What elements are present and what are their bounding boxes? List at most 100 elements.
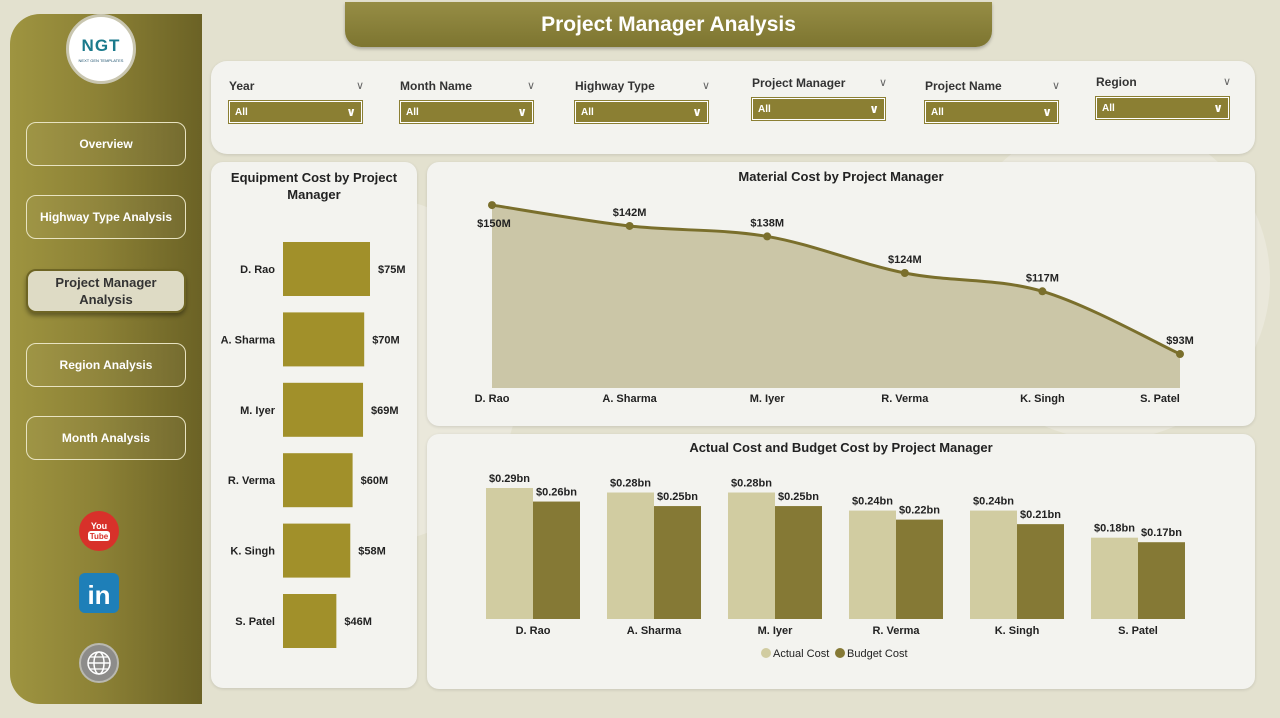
equipment-bar[interactable] (283, 453, 353, 508)
linkedin-icon[interactable]: in (78, 572, 120, 614)
data-label: $58M (358, 546, 386, 558)
chevron-down-icon[interactable]: ∨ (701, 80, 710, 92)
dropdown-value: All (1102, 102, 1115, 114)
highway-type-dropdown[interactable]: All ∨ (574, 100, 709, 124)
filter-panel: Year ∨ All ∨ Month Name ∨ All ∨ Highway … (211, 61, 1255, 154)
material-point[interactable] (763, 232, 772, 241)
category-label: M. Iyer (240, 405, 276, 417)
region-dropdown[interactable]: All ∨ (1095, 96, 1230, 120)
data-label: $0.24bn (852, 496, 893, 508)
equipment-bar[interactable] (283, 523, 351, 578)
category-label: R. Verma (228, 475, 276, 487)
filter-highway-type: Highway Type ∨ All ∨ (574, 79, 710, 124)
chevron-down-icon[interactable]: ∨ (526, 80, 535, 92)
data-label: $60M (361, 475, 389, 487)
material-point[interactable] (625, 221, 634, 230)
data-label: $0.24bn (973, 496, 1014, 508)
actual-cost-bar[interactable] (607, 492, 654, 619)
data-label: $0.22bn (899, 505, 940, 517)
budget-cost-bar[interactable] (533, 501, 580, 619)
actual-budget-panel: Actual Cost and Budget Cost by Project M… (427, 434, 1255, 689)
category-label: R. Verma (872, 625, 920, 637)
material-point[interactable] (488, 201, 496, 210)
linkedin-icon-text: in (87, 580, 110, 610)
sidebar: NGT NEXT GEN TEMPLATES Overview Highway … (10, 14, 202, 704)
data-label: $0.21bn (1020, 509, 1061, 521)
category-label: A. Sharma (602, 393, 657, 405)
material-point[interactable] (900, 269, 909, 278)
chart-title: Actual Cost and Budget Cost by Project M… (689, 440, 993, 455)
data-label: $70M (372, 334, 400, 346)
data-label: $0.29bn (489, 473, 530, 485)
youtube-icon-text-you: You (91, 521, 107, 531)
material-area (492, 205, 1180, 388)
data-label: $138M (750, 217, 784, 229)
chevron-down-icon: ∨ (1213, 101, 1223, 115)
nav-overview-button[interactable]: Overview (26, 122, 186, 166)
chevron-down-icon[interactable]: ∨ (878, 77, 887, 89)
material-point[interactable] (1038, 287, 1047, 296)
data-label: $0.25bn (778, 491, 819, 503)
category-label: K. Singh (1020, 393, 1065, 405)
year-dropdown[interactable]: All ∨ (228, 100, 363, 124)
category-label: A. Sharma (627, 625, 682, 637)
chevron-down-icon: ∨ (869, 102, 879, 116)
chart-title: Material Cost by Project Manager (738, 169, 944, 184)
category-label: K. Singh (230, 546, 275, 558)
actual-cost-bar[interactable] (728, 492, 775, 619)
category-label: S. Patel (1140, 393, 1180, 405)
dropdown-value: All (581, 106, 594, 118)
youtube-icon-text-tube: Tube (90, 532, 109, 541)
chevron-down-icon[interactable]: ∨ (1051, 80, 1060, 92)
filter-label: Region (1096, 75, 1137, 89)
data-label: $0.26bn (536, 487, 577, 499)
data-label: $124M (888, 254, 922, 266)
data-label: $142M (613, 207, 647, 219)
logo-text: NGT (81, 35, 121, 55)
budget-cost-bar[interactable] (896, 519, 943, 619)
data-label: $75M (378, 264, 406, 276)
dropdown-value: All (758, 103, 771, 115)
project-name-dropdown[interactable]: All ∨ (924, 100, 1059, 124)
actual-cost-bar[interactable] (970, 510, 1017, 619)
data-label: $0.18bn (1094, 523, 1135, 535)
actual-cost-bar[interactable] (849, 510, 896, 619)
globe-icon[interactable] (78, 642, 120, 684)
budget-cost-bar[interactable] (1138, 542, 1185, 619)
filter-label: Year (229, 79, 255, 93)
equipment-bar[interactable] (283, 242, 370, 296)
budget-cost-bar[interactable] (654, 506, 701, 619)
equipment-bar[interactable] (283, 594, 337, 648)
youtube-icon[interactable]: You Tube (78, 510, 120, 552)
filter-label: Highway Type (575, 79, 655, 93)
logo: NGT NEXT GEN TEMPLATES (66, 14, 136, 84)
material-point[interactable] (1176, 350, 1184, 359)
month-name-dropdown[interactable]: All ∨ (399, 100, 534, 124)
chevron-down-icon[interactable]: ∨ (355, 80, 364, 92)
category-label: S. Patel (1118, 625, 1158, 637)
chevron-down-icon[interactable]: ∨ (1222, 76, 1231, 88)
filter-year: Year ∨ All ∨ (228, 79, 364, 124)
budget-cost-bar[interactable] (775, 506, 822, 619)
legend-swatch-budget (835, 648, 845, 658)
actual-cost-bar[interactable] (486, 488, 533, 619)
project-manager-dropdown[interactable]: All ∨ (751, 97, 886, 121)
chevron-down-icon: ∨ (1042, 105, 1052, 119)
equipment-bar[interactable] (283, 312, 365, 367)
nav-project-manager-analysis-button[interactable]: Project Manager Analysis (26, 269, 186, 313)
actual-cost-bar[interactable] (1091, 537, 1138, 619)
nav-month-analysis-button[interactable]: Month Analysis (26, 416, 186, 460)
data-label: $0.28bn (731, 478, 772, 490)
category-label: D. Rao (240, 264, 275, 276)
data-label: $150M (477, 218, 511, 230)
budget-cost-bar[interactable] (1017, 524, 1064, 619)
material-cost-chart: $150M D. Rao $142M A. Sharma $138M M. Iyer $12… (475, 201, 1194, 405)
category-label: D. Rao (516, 625, 551, 637)
material-cost-panel: Material Cost by Project Manager $150M D.… (427, 162, 1255, 426)
nav-region-analysis-button[interactable]: Region Analysis (26, 343, 186, 387)
chevron-down-icon: ∨ (692, 105, 702, 119)
dropdown-value: All (235, 106, 248, 118)
legend-swatch-actual (761, 648, 771, 658)
nav-highway-type-analysis-button[interactable]: Highway Type Analysis (26, 195, 186, 239)
equipment-bar[interactable] (283, 382, 364, 437)
